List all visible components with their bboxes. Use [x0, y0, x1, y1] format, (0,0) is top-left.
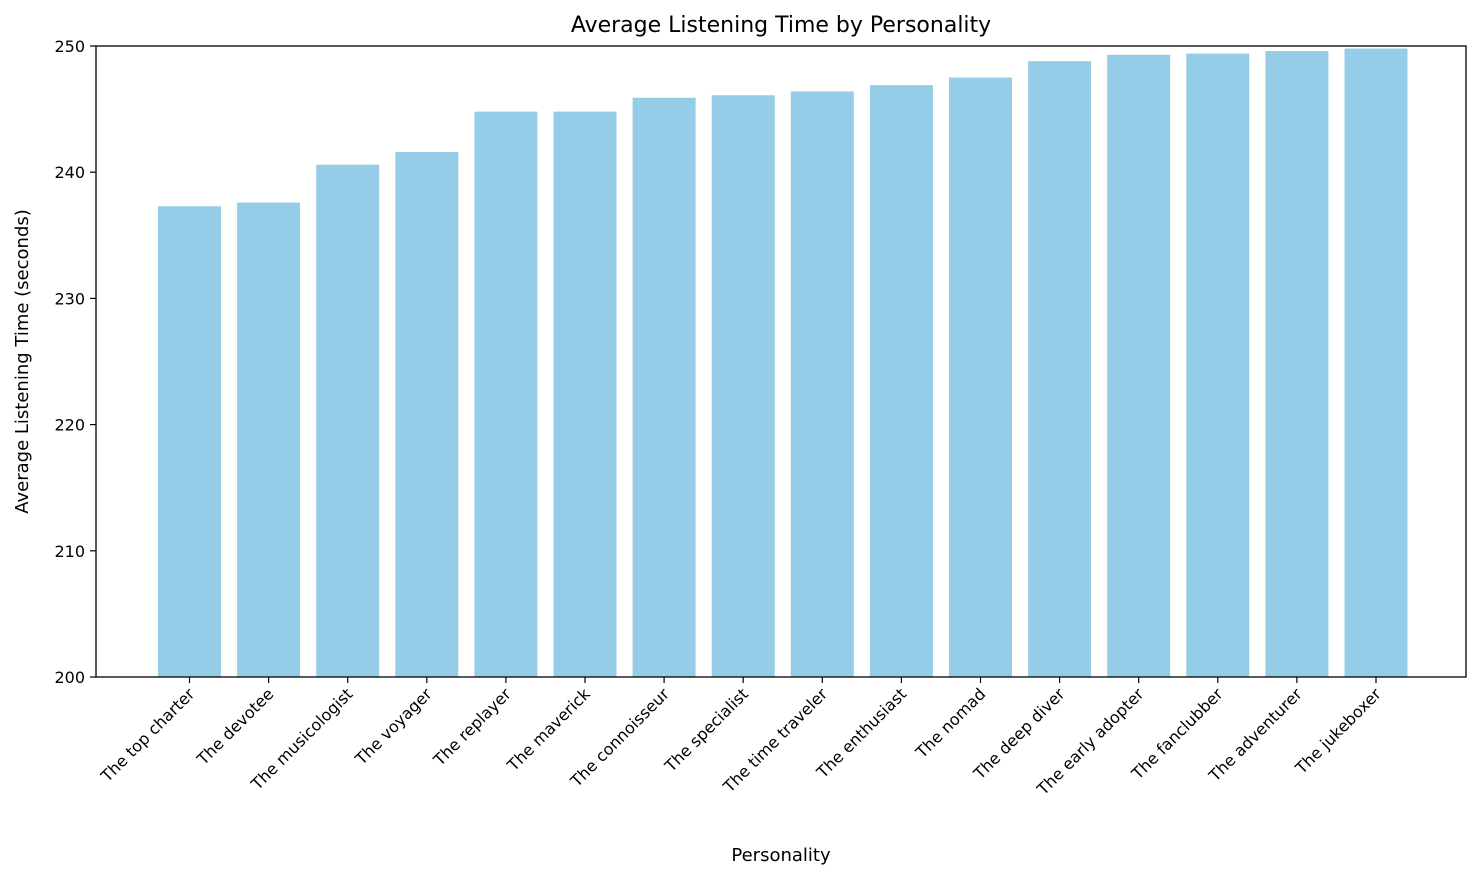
x-axis-label: Personality — [731, 845, 831, 866]
bar-the-jukeboxer — [1344, 48, 1408, 678]
y-tick-label: 200 — [54, 668, 85, 687]
bar-the-voyager — [395, 152, 459, 677]
x-tick-label: The voyager — [351, 684, 436, 769]
y-tick-label: 240 — [54, 163, 85, 182]
y-tick-label: 250 — [54, 37, 85, 56]
bar-the-nomad — [949, 77, 1012, 678]
plot-frame — [95, 45, 1467, 678]
bar-the-fanclubber — [1186, 53, 1250, 677]
bar-the-devotee — [237, 202, 301, 677]
y-tick-label: 210 — [54, 542, 85, 561]
chart-title: Average Listening Time by Personality — [571, 13, 991, 38]
x-tick-label: The specialist — [660, 684, 752, 776]
x-tick-label: The devotee — [193, 684, 278, 769]
bar-the-connoisseur — [632, 97, 696, 677]
bar-the-enthusiast — [869, 85, 933, 677]
bar-the-deep-diver — [1028, 61, 1092, 678]
bars-group — [158, 48, 1408, 678]
bar-the-time-traveler — [790, 91, 854, 677]
x-tick-label: The top charter — [96, 684, 198, 786]
y-axis: 200 210 220 230 240 250 — [54, 37, 96, 687]
bar-the-maverick — [553, 111, 617, 677]
x-tick-label: The maverick — [503, 684, 594, 775]
bar-the-early-adopter — [1107, 54, 1171, 678]
x-tick-label: The replayer — [429, 684, 515, 770]
y-axis-label: Average Listening Time (seconds) — [12, 209, 33, 514]
bar-the-specialist — [711, 95, 775, 677]
bar-the-musicologist — [316, 164, 380, 678]
bar-the-replayer — [474, 111, 538, 677]
bar-the-adventurer — [1265, 51, 1329, 678]
bar-the-top-charter — [158, 206, 221, 678]
x-tick-label: The nomad — [911, 684, 989, 762]
y-tick-label: 220 — [54, 416, 85, 435]
y-tick-label: 230 — [54, 289, 85, 308]
